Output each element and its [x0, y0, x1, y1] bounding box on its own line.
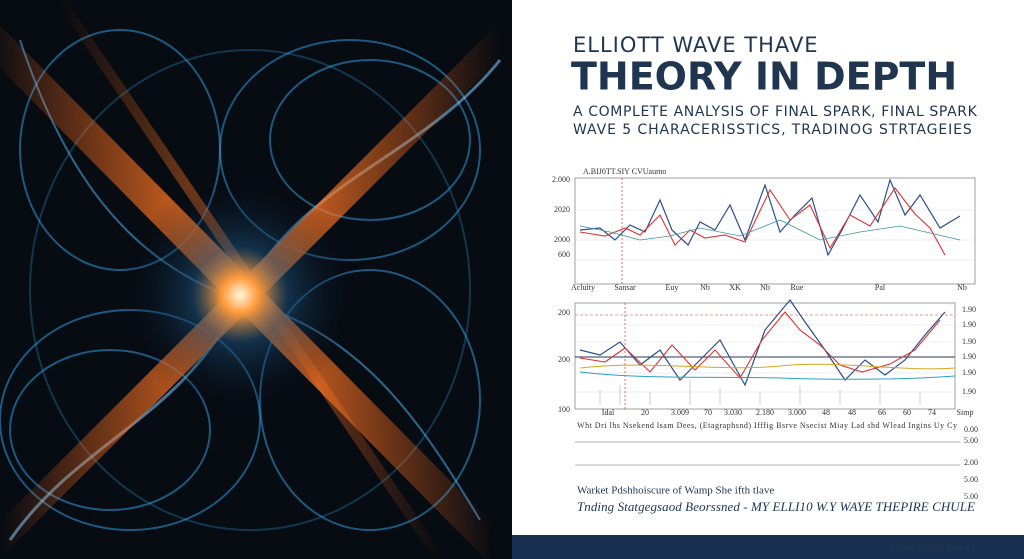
- x-label: 70: [704, 408, 712, 417]
- x-label: 3.009: [671, 408, 689, 417]
- note: Warket Pdshhoiscure of Wamp She ifth tla…: [577, 485, 774, 497]
- x-label: 2.180: [756, 408, 774, 417]
- x-label: Nb: [700, 283, 710, 292]
- chart-label: A.BIJ0TT.SIY CVUaumo: [583, 167, 666, 176]
- y-label: 100: [558, 405, 570, 414]
- x-label: Simp: [957, 408, 974, 417]
- x-label: Sansar: [614, 283, 636, 292]
- title: THEORY IN DEPTH: [571, 55, 957, 99]
- side-value: 5.00: [964, 436, 978, 445]
- x-label: Acluity: [571, 283, 595, 292]
- side-value: 5.00: [964, 475, 978, 484]
- chart-frames: [574, 177, 976, 466]
- fractal-art: [0, 0, 513, 559]
- x-label: Rue: [791, 283, 804, 292]
- x-label: 20: [641, 408, 649, 417]
- x-label: Idal: [602, 408, 615, 417]
- subtitle: WAVE 5 CHARACERISSTICS, TRADINOG STRTAGE…: [573, 122, 973, 138]
- footer-bar: [512, 535, 1024, 559]
- y2-label: 1.90: [962, 368, 976, 377]
- y-label: 2.000: [552, 175, 570, 184]
- x-label: Pal: [875, 283, 886, 292]
- x-label: Nb: [760, 283, 770, 292]
- x-label: 60: [903, 408, 911, 417]
- y2-label: 1.90: [962, 305, 976, 314]
- x-label: 3.000: [788, 408, 806, 417]
- x-label: 66: [878, 408, 886, 417]
- side-value: 2.00: [964, 458, 978, 467]
- x-label: XK: [729, 283, 741, 292]
- side-value: 5.00: [964, 492, 978, 501]
- side-value: 0.00: [964, 425, 978, 434]
- y-label: 200: [558, 308, 570, 317]
- y2-label: 1.90: [962, 337, 976, 346]
- y-label: 600: [558, 250, 570, 259]
- footer-text: Esfot etlini Borer: [889, 544, 976, 554]
- subtitle: A COMPLETE ANALYSIS OF FINAL SPARK, FINA…: [573, 104, 978, 120]
- y-label: 200: [558, 355, 570, 364]
- x-label: 3.030: [724, 408, 742, 417]
- y2-label: 1.90: [962, 352, 976, 361]
- note: Tnding Statgegsaod Beorssned - MY ELLI10…: [577, 499, 975, 514]
- y-label: 2000: [554, 235, 570, 244]
- x-label: Nb: [957, 283, 967, 292]
- y-label: 2020: [554, 205, 570, 214]
- y2-label: 1.90: [962, 320, 976, 329]
- kicker: ELLIOTT WAVE THAVE: [573, 33, 819, 57]
- x-label: 48: [822, 408, 830, 417]
- y2-label: 1.90: [962, 387, 976, 396]
- caption: Wht Dri lhs Nsekend lsam Dees, (Etagraph…: [577, 421, 957, 430]
- x-label: Euy: [666, 283, 679, 292]
- x-label: 74: [928, 408, 936, 417]
- x-label: 48: [848, 408, 856, 417]
